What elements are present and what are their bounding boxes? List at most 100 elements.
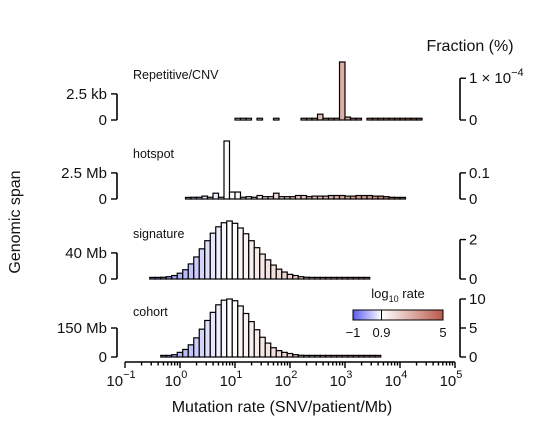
histogram-bar bbox=[358, 276, 365, 280]
left-tick-label: 0 bbox=[99, 191, 107, 208]
histogram-bar bbox=[184, 196, 192, 200]
histogram-bar bbox=[171, 354, 178, 358]
histogram-bar bbox=[259, 336, 266, 358]
histogram-bar bbox=[275, 268, 283, 280]
x-tick-label: 103 bbox=[330, 369, 353, 390]
histogram-bar bbox=[336, 276, 343, 280]
histogram-bar bbox=[283, 196, 291, 200]
histogram-bar bbox=[204, 240, 211, 280]
histogram-bar bbox=[322, 195, 330, 200]
histogram-bar bbox=[377, 195, 385, 200]
histogram-bar bbox=[388, 117, 396, 121]
histogram-bar bbox=[154, 276, 162, 280]
histogram-bar bbox=[286, 352, 294, 358]
histogram-bar bbox=[237, 227, 244, 280]
histogram-bar bbox=[347, 276, 354, 280]
histogram-bar bbox=[253, 329, 261, 358]
histogram-bar bbox=[165, 354, 173, 358]
histogram-bar bbox=[171, 274, 178, 280]
histogram-bar bbox=[360, 194, 368, 200]
histogram-bar bbox=[248, 321, 255, 358]
colorbar-tick-label: 0.9 bbox=[372, 325, 390, 340]
histogram-bar bbox=[261, 196, 269, 200]
histogram-bar bbox=[366, 194, 374, 200]
histogram-bar bbox=[228, 191, 236, 200]
histogram-bar bbox=[198, 248, 206, 280]
histogram-bar bbox=[325, 276, 332, 280]
histogram-bar bbox=[242, 312, 250, 358]
histogram-bar bbox=[308, 276, 316, 280]
colorbar-tick-label: −1 bbox=[346, 325, 361, 340]
histogram-bar bbox=[209, 232, 217, 280]
histogram-bar bbox=[352, 354, 360, 358]
histogram-bar bbox=[223, 140, 231, 200]
histogram-bar bbox=[193, 337, 200, 358]
x-tick-label: 10−1 bbox=[106, 369, 135, 390]
histogram-bar bbox=[311, 117, 319, 121]
left-tick-label: 150 Mb bbox=[57, 320, 107, 337]
panel-label: cohort bbox=[133, 305, 168, 319]
histogram-bar bbox=[182, 269, 189, 280]
histogram-bar bbox=[382, 196, 390, 200]
histogram-bar bbox=[245, 117, 253, 121]
histogram-bar bbox=[393, 196, 401, 200]
histogram-bar bbox=[256, 194, 264, 200]
histogram-bar bbox=[303, 354, 310, 358]
histogram-bar bbox=[371, 195, 379, 200]
histogram-bar bbox=[275, 350, 283, 358]
histogram-bar bbox=[195, 196, 203, 200]
histogram-bar bbox=[305, 117, 313, 121]
histogram-bar bbox=[281, 351, 288, 358]
histogram-bar bbox=[333, 117, 341, 121]
histogram-bar bbox=[358, 354, 365, 358]
panel-label: Repetitive/CNV bbox=[133, 68, 219, 82]
histogram-bar bbox=[377, 117, 385, 121]
histogram-bar bbox=[349, 195, 357, 200]
left-tick-label: 40 Mb bbox=[65, 245, 107, 262]
histogram-bar bbox=[330, 354, 338, 358]
histogram-bar bbox=[347, 354, 354, 358]
histogram-bar bbox=[217, 196, 225, 200]
right-tick-label: 1 × 10−4 bbox=[469, 67, 524, 87]
x-tick-label: 100 bbox=[165, 369, 188, 390]
histogram-bar bbox=[352, 276, 360, 280]
histogram-bar bbox=[272, 192, 280, 200]
right-tick-label: 0 bbox=[469, 349, 477, 366]
histogram-bar bbox=[349, 117, 357, 121]
histogram-bar bbox=[253, 247, 261, 280]
histogram-bar bbox=[316, 195, 324, 200]
left-tick-label: 0 bbox=[99, 349, 107, 366]
histogram-bar bbox=[297, 354, 305, 358]
histogram-bar bbox=[267, 196, 275, 200]
histogram-bar bbox=[245, 196, 253, 200]
right-tick-label: 0 bbox=[469, 191, 477, 208]
histogram-bar bbox=[336, 354, 343, 358]
histogram-bar bbox=[297, 276, 305, 280]
histogram-bar bbox=[300, 194, 308, 200]
histogram-bar bbox=[215, 226, 222, 280]
panel-label: hotspot bbox=[133, 147, 175, 161]
histogram-bar bbox=[338, 194, 346, 200]
histogram-bar bbox=[248, 240, 255, 280]
histogram-bar bbox=[308, 354, 316, 358]
right-tick-label: 5 bbox=[469, 320, 477, 337]
histogram-bar bbox=[333, 194, 341, 200]
histogram-bar bbox=[286, 273, 294, 280]
histogram-bar bbox=[278, 196, 286, 200]
histogram-bar bbox=[327, 194, 335, 200]
histogram-bar bbox=[176, 272, 184, 280]
histogram-bar bbox=[322, 117, 330, 121]
histogram-bar bbox=[314, 276, 321, 280]
x-tick-label: 104 bbox=[385, 369, 408, 390]
histogram-bar bbox=[201, 195, 209, 200]
histogram-bar bbox=[231, 300, 239, 358]
histogram-bar bbox=[259, 253, 266, 280]
histogram-bar bbox=[220, 222, 228, 280]
histogram-bar bbox=[374, 354, 382, 358]
histogram-bar bbox=[239, 196, 247, 200]
histogram-bar bbox=[272, 117, 280, 121]
histogram-bar bbox=[264, 342, 272, 358]
histogram-bar bbox=[292, 274, 299, 280]
histogram-bar bbox=[215, 304, 222, 358]
